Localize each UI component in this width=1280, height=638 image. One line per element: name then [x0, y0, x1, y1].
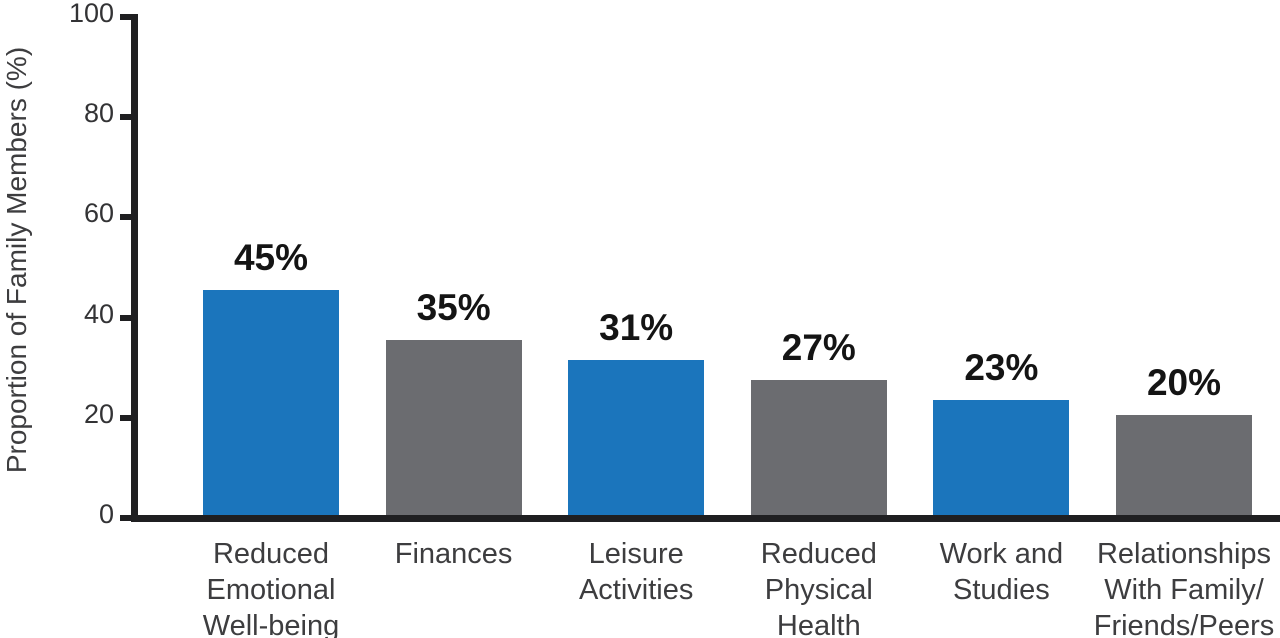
y-tick-label: 60: [83, 198, 114, 229]
x-category-label: Reduced Emotional Well-being: [169, 536, 373, 638]
y-tick-label: 40: [83, 298, 114, 329]
x-category-label-line: Leisure: [588, 538, 684, 570]
x-category-label-line: Reduced: [212, 538, 330, 570]
x-category-label-line: Activities: [578, 574, 694, 606]
x-category-label-line: Emotional: [206, 574, 336, 606]
x-category-label: Relationships With Family/Friends/Peers: [1082, 536, 1280, 638]
y-tick-mark: [120, 414, 132, 421]
x-axis-line: [131, 515, 1280, 522]
x-category-label-line: Friends/Peers: [1093, 610, 1275, 638]
y-tick-mark: [120, 314, 132, 321]
x-category-label-line: Physical: [764, 574, 873, 606]
x-category-label-line: Relationships: [1096, 538, 1272, 570]
x-category-label-line: With Family/: [1104, 574, 1264, 606]
x-category-label: Work and Studies: [899, 536, 1103, 608]
bar: [203, 289, 339, 515]
x-category-label: Finances: [352, 536, 556, 572]
bar: [385, 339, 522, 515]
x-category-label-line: Studies: [953, 574, 1050, 606]
y-tick-mark: [120, 14, 132, 20]
y-axis-line: [131, 14, 138, 522]
bar-value-label: 27%: [781, 326, 856, 368]
bar-value-label: 45%: [233, 236, 309, 278]
y-tick-mark: [120, 515, 132, 521]
y-tick-label: 0: [98, 499, 114, 529]
y-tick-label: 80: [83, 98, 114, 129]
x-category-label-line: Finances: [394, 538, 513, 570]
y-tick-label: 100: [68, 0, 114, 28]
bar: [1116, 414, 1252, 515]
x-category-label-line: Health: [776, 610, 861, 638]
y-tick-mark: [120, 114, 132, 121]
bar-value-label: 23%: [964, 346, 1039, 388]
y-tick-mark: [120, 214, 132, 221]
bar-value-label: 20%: [1146, 361, 1222, 403]
bar: [933, 399, 1070, 515]
x-category-label-line: Work and: [939, 538, 1064, 570]
x-category-label-line: Well-being: [202, 610, 340, 638]
x-category-label-line: Reduced: [760, 538, 877, 570]
bar-value-label: 31%: [599, 306, 674, 348]
bar-value-label: 35%: [416, 286, 491, 328]
x-category-label: Leisure Activities: [534, 536, 738, 608]
x-category-label: Reduced Physical Health: [717, 536, 921, 638]
bar: [750, 379, 887, 515]
y-tick-label: 20: [83, 398, 114, 429]
bar: [568, 359, 705, 515]
